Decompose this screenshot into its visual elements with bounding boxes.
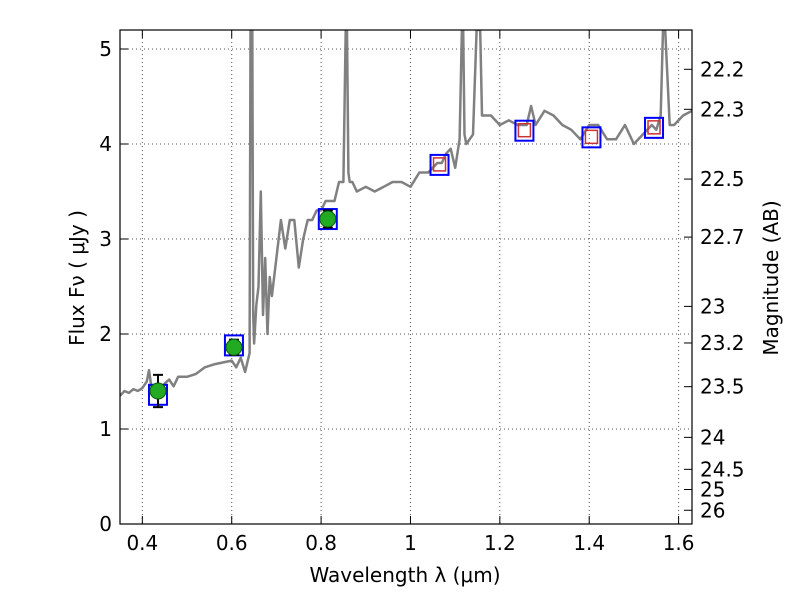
y-axis-right-label: Magnitude (AB) xyxy=(759,200,783,355)
x-axis-label: Wavelength λ (μm) xyxy=(309,563,500,587)
model-square-marker xyxy=(517,122,532,138)
model-square-marker xyxy=(584,129,599,145)
mag-tick-label: 24 xyxy=(700,425,725,449)
y-axis-label: Flux Fν ( μJy ) xyxy=(65,210,89,346)
y-tick-label: 4 xyxy=(99,132,112,156)
x-tick-label: 1.2 xyxy=(484,531,516,555)
axes: 0.4 0.6 0.8 1 1.2 1.4 1.601234522.222.322.522.… xyxy=(99,29,745,555)
x-tick-label: 1 xyxy=(404,531,417,555)
model-square-marker xyxy=(647,120,661,135)
x-tick-label: 0.4 xyxy=(126,531,158,555)
model-box-marker xyxy=(581,126,602,149)
grid xyxy=(120,30,692,525)
spectrum-series xyxy=(120,30,692,397)
spectrum-line xyxy=(120,30,692,397)
observed-point xyxy=(225,338,243,356)
x-tick-label: 1.6 xyxy=(663,531,695,555)
x-tick-label: 1.4 xyxy=(573,531,605,555)
y-tick-label: 3 xyxy=(99,227,112,251)
mag-tick-label: 24.5 xyxy=(700,457,745,481)
model-box-marker xyxy=(514,119,535,142)
mag-tick-label: 22.3 xyxy=(700,97,745,121)
model-box-marker xyxy=(429,153,450,176)
mag-tick-label: 22.7 xyxy=(700,225,745,249)
mag-tick-label: 22.5 xyxy=(700,167,745,191)
x-tick-label: 0.6 xyxy=(216,531,248,555)
model-box-marker xyxy=(317,208,338,231)
mag-tick-label: 23.5 xyxy=(700,375,745,399)
y-tick-label: 0 xyxy=(99,512,112,536)
plot-frame xyxy=(119,29,693,525)
mag-tick-label: 23.2 xyxy=(700,331,745,355)
y-tick-label: 2 xyxy=(99,322,112,346)
model-box-marker xyxy=(644,116,665,139)
photometry-markers xyxy=(147,116,665,409)
mag-tick-label: 22.2 xyxy=(700,57,745,81)
observed-point xyxy=(319,210,337,228)
observed-point xyxy=(149,382,167,400)
mag-tick-label: 25 xyxy=(700,478,725,502)
y-tick-label: 1 xyxy=(99,417,112,441)
model-square-marker xyxy=(432,157,447,172)
mag-tick-label: 26 xyxy=(700,498,725,522)
mag-tick-label: 23 xyxy=(700,294,725,318)
x-tick-label: 0.8 xyxy=(305,531,337,555)
y-tick-label: 5 xyxy=(99,37,112,61)
